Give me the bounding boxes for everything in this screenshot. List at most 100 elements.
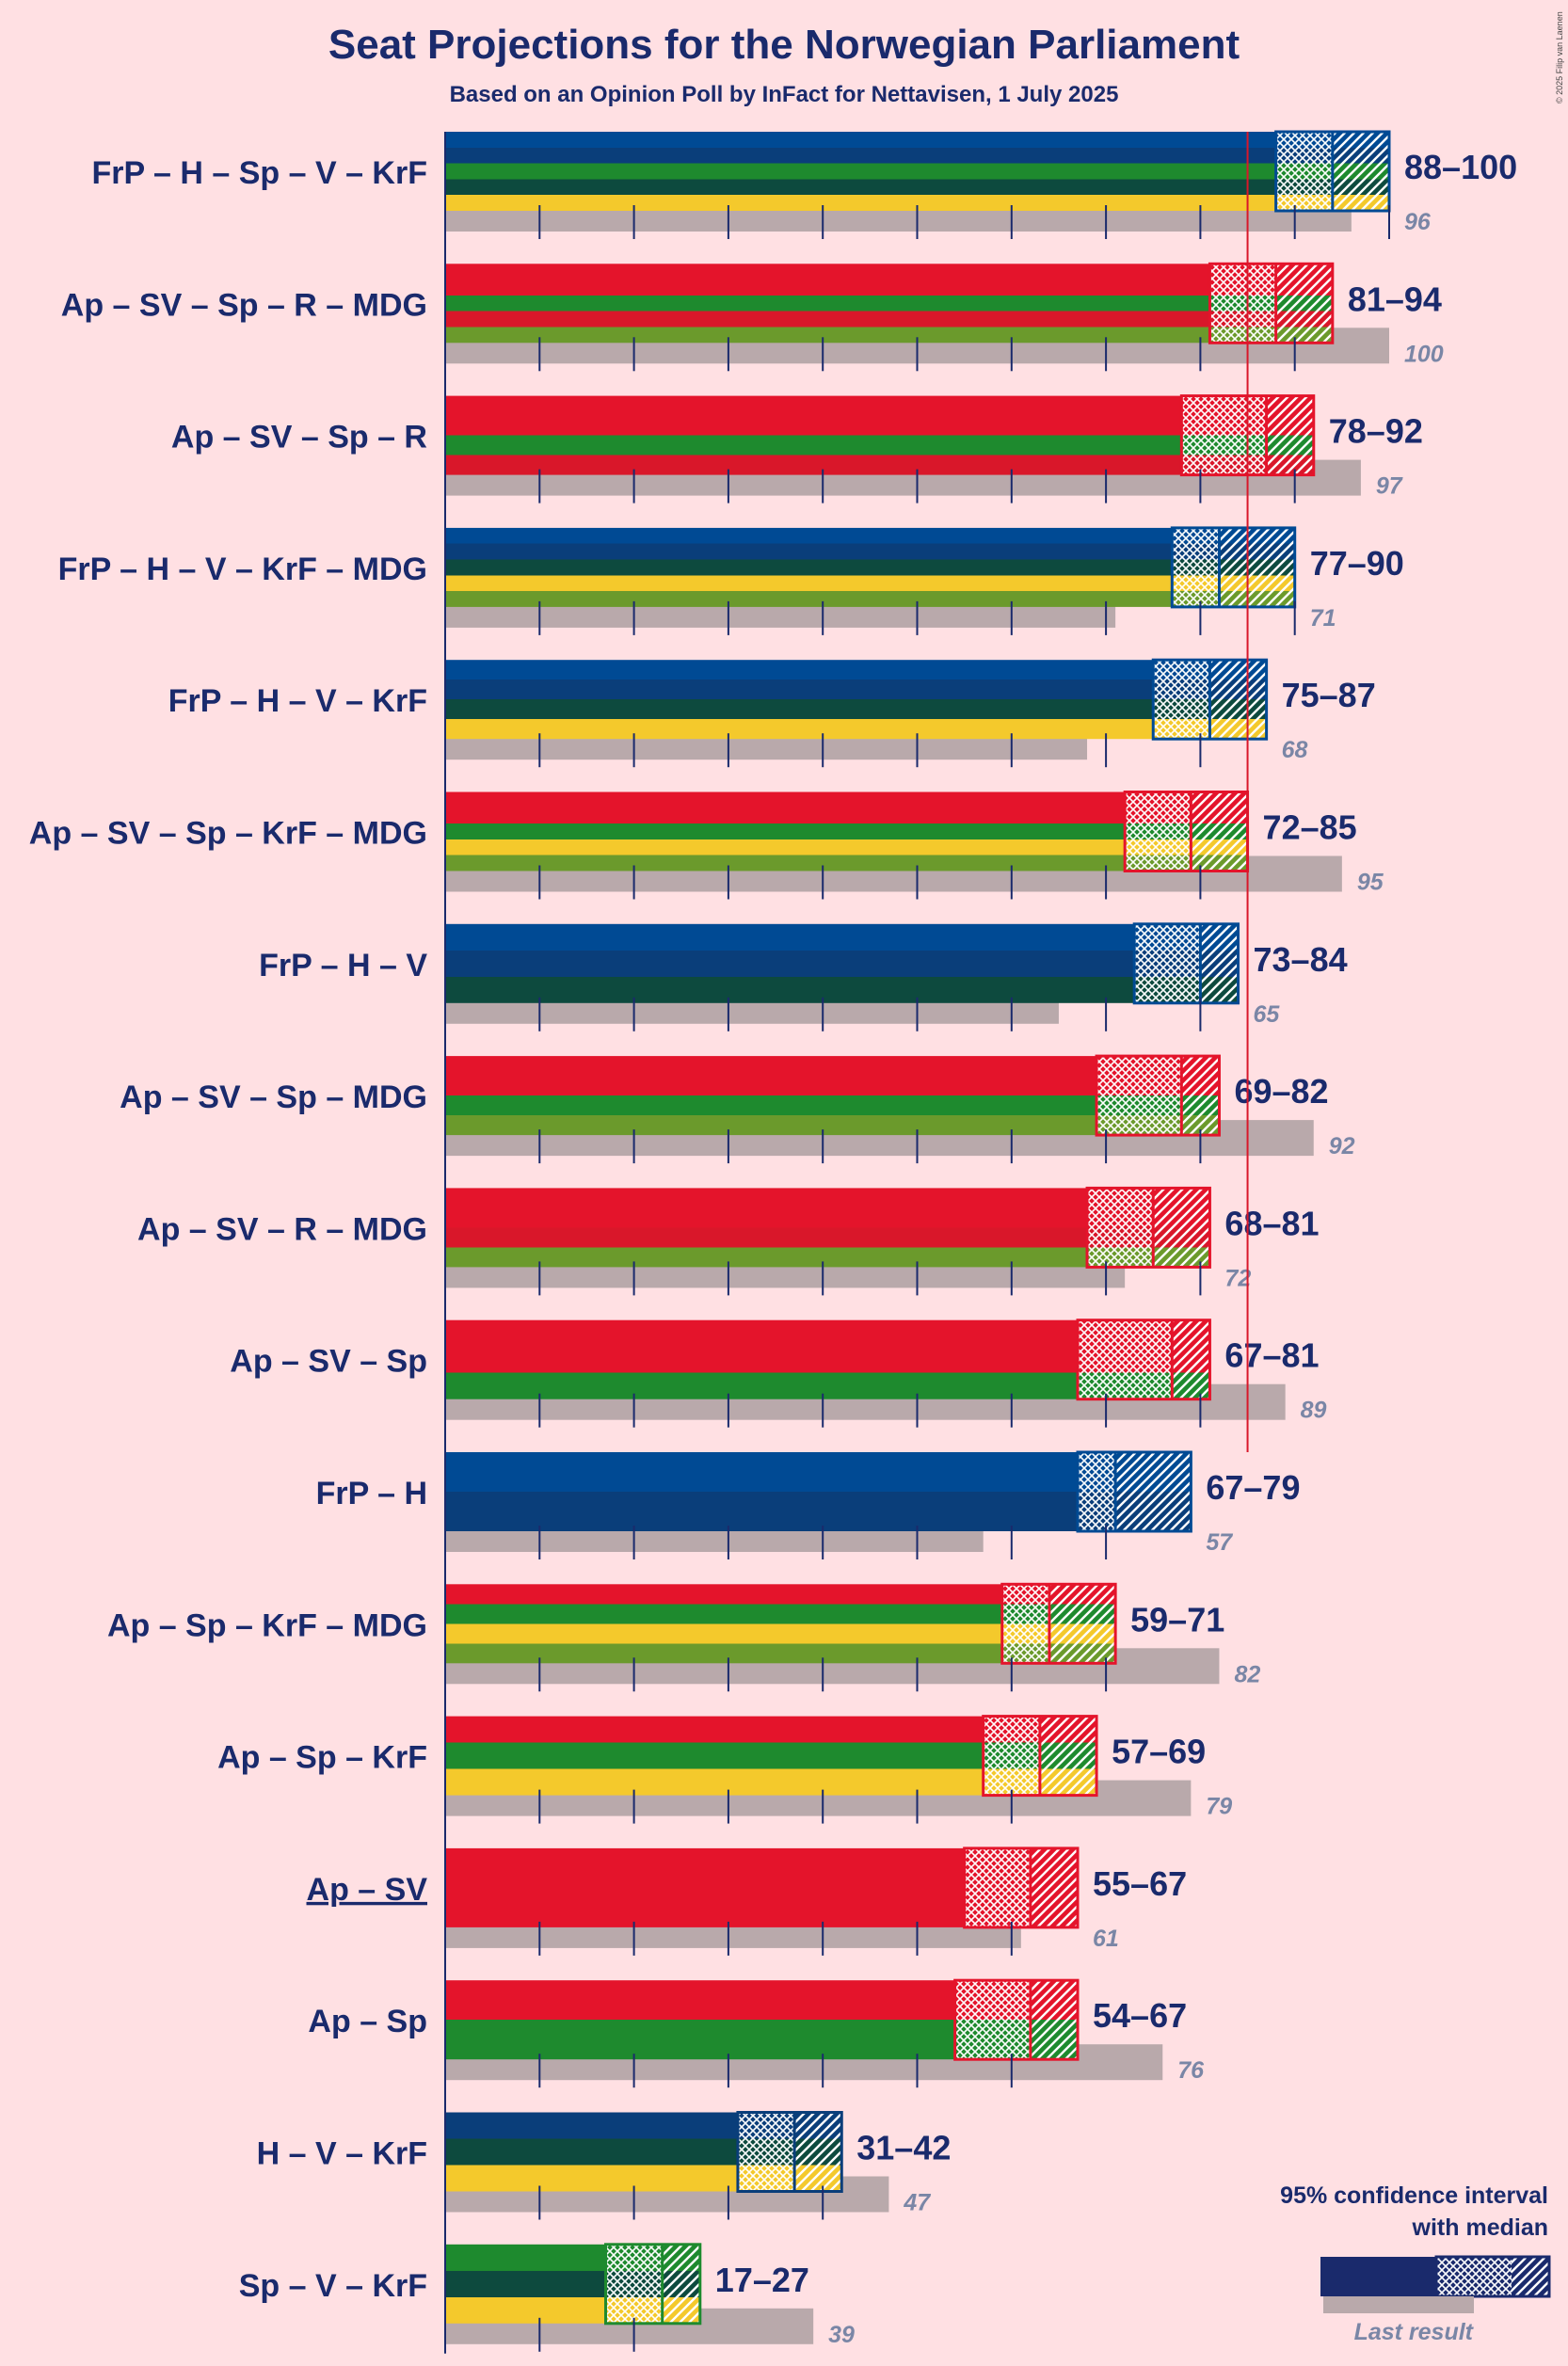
projection-bar-solid [445,1980,955,2060]
range-label: 88–100 [1404,148,1517,186]
projection-bar-solid [445,1452,1079,1531]
ci-lower-hatch [1209,264,1276,344]
ci-outline [1095,1054,1221,1137]
coalition-label: Ap – SV – Sp [230,1344,427,1380]
chart-title: Seat Projections for the Norwegian Parli… [328,22,1240,68]
projection-bar-solid [445,527,1173,607]
ci-lower-hatch [1172,527,1220,607]
ci-lower-hatch [1275,132,1333,211]
coalition-label: Ap – SV – Sp – MDG [120,1079,427,1115]
coalition-label: Sp – V – KrF [239,2268,427,2304]
last-result-label: 100 [1404,341,1444,367]
range-label: 17–27 [715,2261,809,2299]
projection-bar-solid [445,1056,1097,1136]
credit-text: © 2025 Filip van Laenen [1555,11,1564,104]
coalition-label: Ap – SV – R – MDG [137,1211,427,1247]
ci-upper-hatch [1209,660,1267,740]
ci-outline [1132,922,1240,1005]
ci-lower-hatch [1096,1056,1182,1136]
last-result-label: 47 [903,2190,931,2216]
projection-bar-solid [445,1584,1002,1664]
ci-lower-hatch [1087,1188,1154,1268]
projection-bar-solid [445,1319,1079,1399]
coalition-label: FrP – H – V – KrF – MDG [58,552,427,587]
range-label: 54–67 [1093,1996,1187,2035]
projection-bar-solid [445,2112,738,2192]
last-result-label: 71 [1310,605,1336,631]
last-result-label: 61 [1093,1926,1119,1952]
ci-upper-hatch [1200,923,1239,1003]
legend-hatch-pattern [1512,2257,1549,2296]
range-label: 59–71 [1130,1600,1224,1639]
range-label: 68–81 [1224,1204,1319,1242]
ci-upper-hatch [1172,1319,1210,1399]
ci-lower-hatch [1153,660,1210,740]
ci-upper-hatch [1048,1584,1116,1664]
coalition-label: Ap – SV – Sp – R [171,420,427,456]
ci-outline [1076,1319,1211,1401]
coalition-label: FrP – H – V [259,948,427,983]
coalition-label: FrP – H – Sp – V – KrF [91,155,427,191]
range-label: 78–92 [1329,412,1423,451]
range-label: 72–85 [1263,808,1357,847]
projection-bar-solid [445,660,1154,740]
ci-upper-hatch [1219,527,1295,607]
legend-last-result-bar [1323,2296,1474,2313]
legend-outline [1434,2255,1551,2298]
coalition-label: Ap – SV [307,1872,428,1908]
projection-bar-solid [445,2244,606,2324]
last-result-label: 89 [1301,1398,1327,1424]
range-label: 57–69 [1112,1733,1206,1771]
range-label: 75–87 [1282,676,1376,714]
last-result-label: 79 [1206,1794,1232,1820]
projection-bar-solid [445,395,1182,475]
last-result-label: 92 [1329,1133,1355,1159]
ci-upper-hatch [662,2244,700,2324]
last-result-label: 65 [1254,1001,1281,1028]
ci-lower-hatch [1078,1452,1116,1531]
coalition-label: Ap – Sp – KrF [217,1740,427,1776]
ci-outline [1000,1582,1117,1665]
legend-last-result-label: Last result [1354,2319,1475,2345]
ci-upper-hatch [1275,264,1333,344]
ci-lower-hatch [1125,791,1192,871]
ci-lower-hatch [605,2244,663,2324]
ci-lower-hatch [964,1847,1031,1927]
last-result-label: 39 [828,2322,855,2348]
ci-outline [604,2243,702,2326]
legend-solid-bar [1320,2257,1436,2296]
projection-bar-solid [445,1847,965,1927]
range-label: 81–94 [1348,280,1442,318]
ci-upper-hatch [1030,1847,1079,1927]
last-result-label: 97 [1376,473,1403,500]
coalition-label: Ap – SV – Sp – KrF – MDG [29,816,427,852]
ci-outline [1208,262,1335,344]
projection-bar-solid [445,132,1276,211]
last-result-label: 68 [1282,737,1308,763]
range-label: 73–84 [1254,940,1348,979]
ci-lower-hatch [983,1716,1040,1796]
projection-bar-solid [445,264,1210,344]
last-result-label: 76 [1177,2057,1205,2084]
legend-crosshatch-pattern [1436,2257,1512,2296]
last-result-label: 57 [1206,1529,1233,1556]
projection-bar-solid [445,923,1135,1003]
ci-outline [736,2111,843,2193]
range-label: 69–82 [1234,1072,1328,1111]
ci-outline [1076,1450,1192,1533]
coalition-label: H – V – KrF [257,2136,427,2172]
ci-lower-hatch [1001,1584,1049,1664]
coalition-label: FrP – H [316,1476,427,1511]
range-label: 55–67 [1093,1864,1187,1903]
coalition-label: Ap – Sp – KrF – MDG [107,1607,427,1643]
ci-upper-hatch [1181,1056,1220,1136]
coalition-label: Ap – Sp [308,2004,427,2039]
ci-outline [1085,1186,1211,1269]
chart-rows: FrP – H – Sp – V – KrF 88–100 96 Ap – SV – … [29,130,1517,2354]
ci-outline [953,1978,1080,2061]
range-label: 77–90 [1310,544,1404,583]
coalition-label: Ap – SV – Sp – R – MDG [61,287,427,323]
range-label: 67–81 [1224,1336,1319,1375]
legend: 95% confidence interval with median Last… [1280,2182,1551,2345]
